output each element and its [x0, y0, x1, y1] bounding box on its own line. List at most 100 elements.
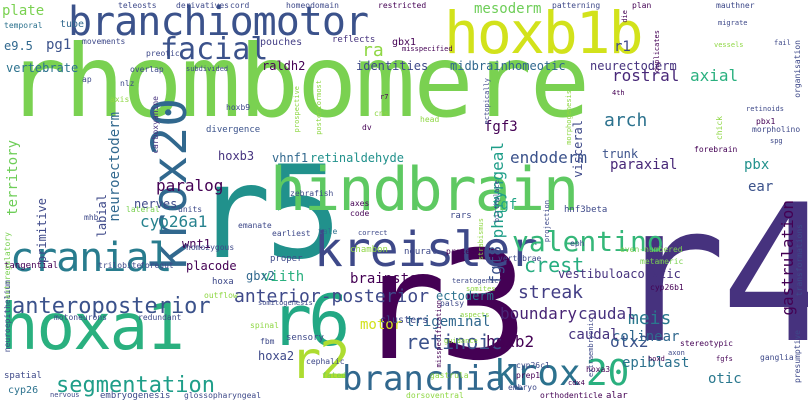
word-fgfs: fgfs — [716, 355, 733, 363]
word-viith: viith — [262, 269, 305, 285]
word-head: head — [420, 115, 440, 124]
word-misspecified: misspecified — [402, 45, 453, 53]
word-sensory: sensory — [286, 333, 324, 343]
word-fail: fail — [774, 39, 791, 47]
word-rars: rars — [450, 211, 472, 221]
word-caudal: caudal — [578, 304, 636, 323]
word-orthodenticle: orthodenticle — [540, 391, 603, 400]
word-hoxa2: hoxa2 — [258, 349, 295, 363]
word-die: die — [621, 10, 629, 23]
word-hoxa: hoxa — [212, 277, 234, 287]
word-endoderm: endoderm — [510, 148, 588, 167]
word-identities: identities — [356, 59, 429, 73]
word-visceral: visceral — [571, 120, 585, 178]
word-crest: crest — [524, 253, 585, 277]
word-lateral: lateral — [126, 205, 160, 214]
word-strabismus: strabismus — [477, 218, 485, 261]
word-duplicates: duplicates — [653, 30, 661, 73]
word-forebrain: forebrain — [694, 145, 738, 154]
word-ganglia: ganglia — [760, 353, 794, 362]
word-earliest: earliest — [272, 229, 311, 238]
word-anterior-posterior: anterior-posterior — [234, 286, 430, 307]
word-clusters: clusters — [380, 315, 429, 326]
word-outflow: outflow — [204, 291, 238, 300]
word-neuroepithelium: neuroepithelium — [3, 280, 12, 353]
word-r6: r6 — [270, 280, 350, 362]
word-cranial: cranial — [10, 235, 173, 281]
word-otx2: otx2 — [610, 332, 649, 351]
word-facial: facial — [160, 32, 269, 67]
word-zebrafish: zebrafish — [290, 189, 334, 198]
word-cephalic: cephalic — [306, 357, 345, 366]
word-r1: r1 — [614, 39, 631, 55]
word-homeodomain: homeodomain — [286, 1, 339, 10]
word-prep1: prep1 — [516, 371, 541, 380]
word-extraembryonic: extraembryonic — [587, 318, 595, 378]
word-trunk: trunk — [602, 147, 639, 161]
word-proper: proper — [270, 254, 303, 264]
word-gastrula: gastrula — [430, 371, 469, 380]
word-cyp26: cyp26 — [8, 385, 39, 396]
word-alar: alar — [606, 391, 628, 401]
word-raldh2: raldh2 — [262, 59, 306, 73]
word-boundary: boundary — [500, 304, 578, 323]
word-neural: neural — [404, 247, 437, 257]
word-teratogenic: teratogenic — [452, 277, 499, 285]
word-morphogenesis: morphogenesis — [565, 90, 573, 145]
word-hoxa3: hoxa3 — [586, 365, 611, 374]
word-foregut: foregut — [140, 261, 174, 270]
word-vertebrae: vertebrae — [498, 254, 542, 263]
word-r2: r2 — [290, 331, 351, 391]
word-proceed: proceed — [446, 247, 480, 256]
word-dorsoventral: dorsoventral — [406, 391, 464, 400]
word-r4: r4 — [612, 164, 808, 385]
word-axial: axial — [690, 66, 739, 85]
word-transformations: transformations — [795, 224, 804, 297]
word-fbm: fbm — [260, 337, 275, 346]
word-spg: spg — [770, 137, 783, 145]
word-vessels: vessels — [714, 41, 744, 49]
word-vertebrate: vertebrate — [6, 61, 79, 75]
word-brainstem: brainstem — [350, 271, 426, 287]
word-restricted: restricted — [378, 1, 427, 10]
word-branchiomotor: branchiomotor — [68, 0, 369, 45]
word-cdx4: cdx4 — [568, 379, 585, 387]
word-tale: tale — [318, 227, 338, 236]
word-ectoderm: ectoderm — [436, 289, 494, 303]
word-ectopically: ectopically — [483, 78, 491, 125]
word-hoxb2: hoxb2 — [486, 332, 535, 351]
word-branchial: branchial — [342, 359, 527, 399]
word-presumptive: presumptive — [793, 330, 802, 383]
word-kreisler: kreisler — [314, 222, 538, 278]
word-krox: krox — [494, 353, 581, 394]
word-spatial: spatial — [4, 371, 42, 381]
word-fgf3: fgf3 — [484, 119, 518, 135]
word-homozygous: homozygous — [186, 243, 235, 252]
word-metameric: metameric — [640, 257, 684, 266]
word-chambon: chambon — [350, 245, 388, 255]
word-retinoids: retinoids — [746, 105, 784, 113]
word-midbrainhomeotic: midbrainhomeotic — [450, 59, 566, 73]
word-misspecification: misspecification — [435, 300, 443, 368]
word-nlz: nlz — [120, 79, 135, 88]
word-hoxb3: hoxb3 — [218, 149, 255, 163]
word-arch: arch — [604, 110, 648, 131]
word-hoxb9: hoxb9 — [226, 103, 251, 112]
word-axon: axon — [668, 349, 685, 357]
word-ear: ear — [748, 179, 774, 195]
word-hoxb1b: hoxb1b — [444, 0, 644, 67]
word-teleosts: teleosts — [118, 1, 157, 10]
word-embryo: embryo — [508, 383, 537, 392]
word-e9-5: e9.5 — [4, 39, 33, 53]
word-preotic: preotic — [146, 49, 180, 58]
word-correct: correct — [358, 229, 388, 237]
word-rhombomere: rhombomere — [6, 23, 590, 140]
word-wnt1: wnt1 — [182, 237, 211, 251]
word-fgf: fgf — [492, 197, 518, 213]
word-movements: movements — [82, 37, 126, 46]
word-chick: chick — [715, 116, 724, 141]
word-meis: meis — [628, 308, 672, 329]
word-plate: plate — [2, 3, 45, 19]
word-hindbrain: hindbrain — [270, 155, 579, 225]
